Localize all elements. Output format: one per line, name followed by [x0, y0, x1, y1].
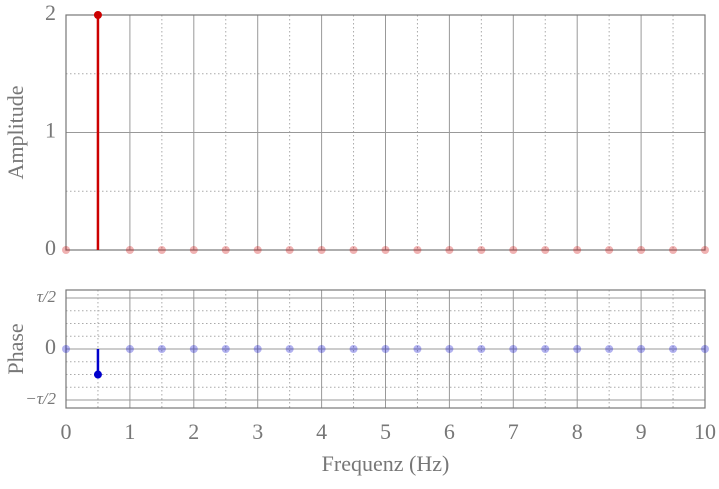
- stem-marker: [509, 345, 518, 353]
- y-tick-label: τ/2: [37, 287, 57, 306]
- x-tick-label: 7: [508, 419, 519, 444]
- stem-marker: [541, 345, 550, 353]
- stem-marker: [93, 11, 102, 19]
- stem-marker: [285, 345, 294, 353]
- stem-marker: [509, 246, 518, 254]
- x-tick-label: 10: [694, 419, 716, 444]
- stem-marker: [93, 370, 102, 379]
- stem-marker: [637, 345, 646, 353]
- stem-marker: [445, 345, 454, 353]
- stem-marker: [669, 246, 678, 254]
- stem-marker: [221, 246, 230, 254]
- stem-marker: [669, 345, 678, 353]
- stem-marker: [125, 246, 134, 254]
- x-tick-label: 0: [61, 419, 72, 444]
- stem-marker: [541, 246, 550, 254]
- stem-marker: [701, 246, 709, 254]
- stem-marker: [637, 246, 646, 254]
- y-tick-label: −τ/2: [25, 389, 56, 408]
- stem-marker: [317, 246, 326, 254]
- y-axis-label: Amplitude: [3, 85, 28, 179]
- stem-marker: [413, 246, 422, 254]
- stem-marker: [189, 345, 198, 353]
- stem-marker: [253, 345, 262, 353]
- stem-marker: [125, 345, 134, 353]
- x-tick-label: 6: [444, 419, 455, 444]
- stem-marker: [605, 345, 614, 353]
- x-tick-label: 9: [636, 419, 647, 444]
- plot-frame: [65, 289, 706, 409]
- y-axis-label: Phase: [3, 323, 28, 374]
- y-tick-label: 1: [45, 118, 56, 143]
- y-tick-label: 0: [45, 235, 56, 260]
- y-tick-label: 2: [45, 0, 56, 25]
- stem-marker: [285, 246, 294, 254]
- x-tick-label: 4: [316, 419, 327, 444]
- stem-marker: [189, 246, 198, 254]
- stem-marker: [445, 246, 454, 254]
- stem-marker: [573, 345, 582, 353]
- stem-marker: [573, 246, 582, 254]
- x-tick-label: 2: [188, 419, 199, 444]
- stem-marker: [221, 345, 230, 353]
- plot-frame: [65, 14, 706, 251]
- y-tick-label: 0: [45, 334, 56, 359]
- stem-marker: [349, 246, 358, 254]
- stem-marker: [413, 345, 422, 353]
- stem-marker: [62, 345, 70, 353]
- stem-marker: [157, 345, 166, 353]
- stem-marker: [349, 345, 358, 353]
- x-tick-label: 8: [572, 419, 583, 444]
- stem-marker: [477, 345, 486, 353]
- x-tick-label: 5: [380, 419, 391, 444]
- stem-marker: [477, 246, 486, 254]
- x-tick-label: 3: [252, 419, 263, 444]
- stem-marker: [701, 345, 709, 353]
- x-axis-label: Frequenz (Hz): [322, 451, 450, 476]
- stem-marker: [62, 246, 70, 254]
- stem-marker: [605, 246, 614, 254]
- x-tick-label: 1: [124, 419, 135, 444]
- stem-marker: [381, 345, 390, 353]
- stem-marker: [157, 246, 166, 254]
- stem-marker: [253, 246, 262, 254]
- stem-marker: [317, 345, 326, 353]
- stem-marker: [381, 246, 390, 254]
